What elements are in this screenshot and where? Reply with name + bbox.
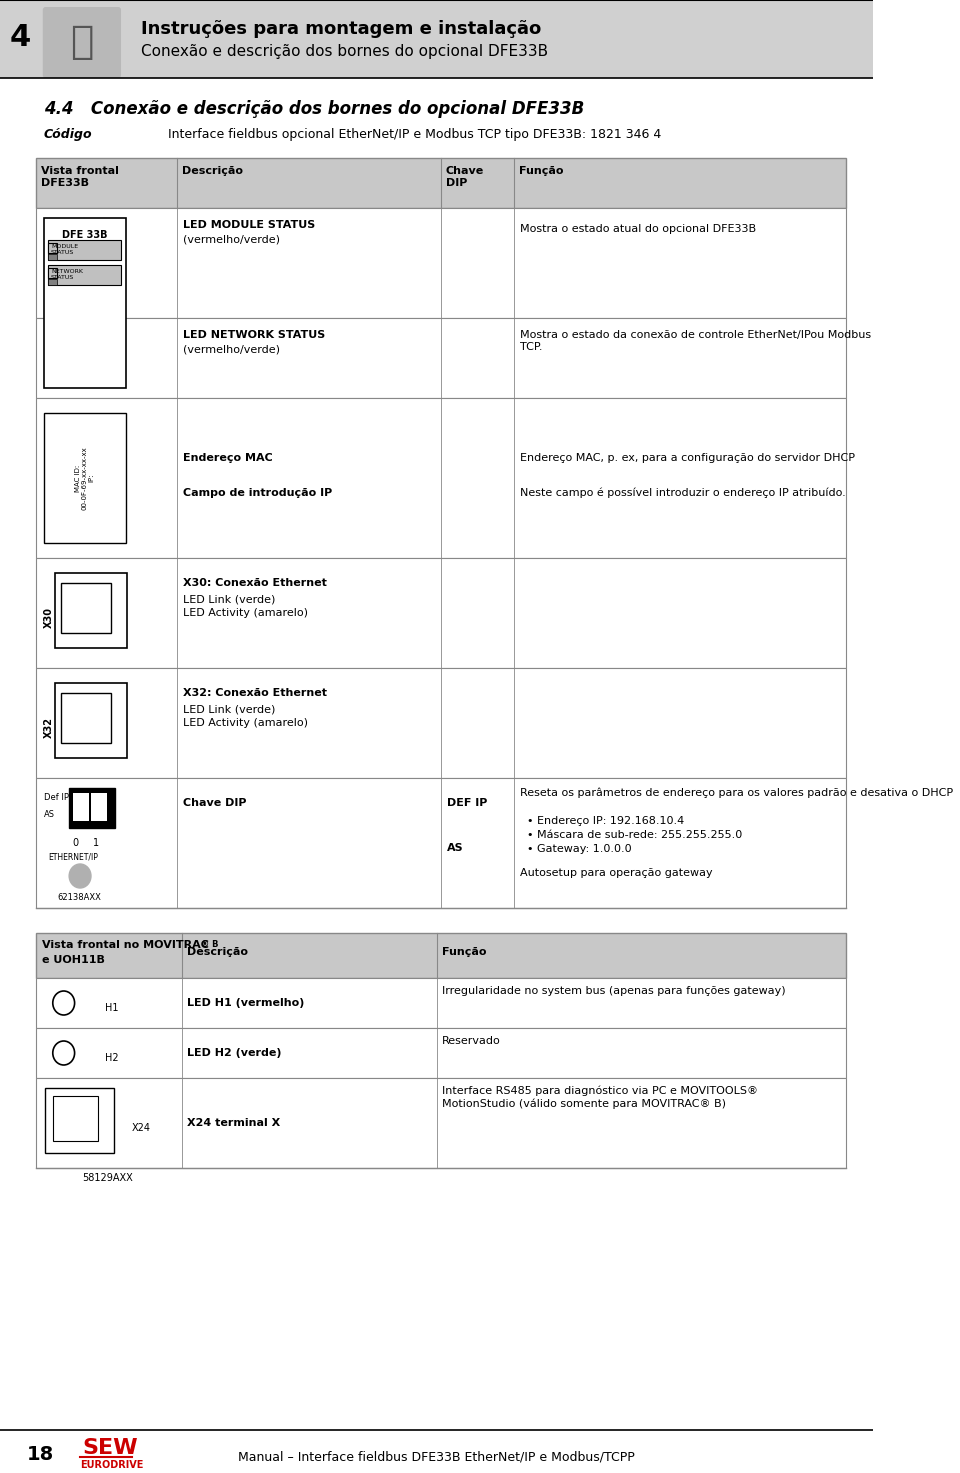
Text: X24 terminal X: X24 terminal X	[187, 1118, 280, 1128]
Text: EURODRIVE: EURODRIVE	[80, 1460, 143, 1470]
Text: Mostra o estado da conexão de controle EtherNet/IPou Modbus
TCP.: Mostra o estado da conexão de controle E…	[519, 330, 871, 352]
Text: Neste campo é possível introduzir o endereço IP atribuído.: Neste campo é possível introduzir o ende…	[519, 488, 846, 498]
Bar	[53, 1096, 98, 1142]
Text: Descrição: Descrição	[187, 947, 249, 957]
Bar	[36, 318, 846, 398]
Bar	[36, 158, 846, 208]
Text: LED Activity (amarelo): LED Activity (amarelo)	[183, 608, 308, 619]
Text: • Máscara de sub-rede: 255.255.255.0: • Máscara de sub-rede: 255.255.255.0	[527, 829, 742, 840]
Text: H1: H1	[105, 1003, 118, 1013]
Text: LED Link (verde): LED Link (verde)	[183, 594, 276, 604]
Text: Reseta os parâmetros de endereço para os valores padrão e desativa o DHCP: Reseta os parâmetros de endereço para os…	[519, 788, 952, 798]
Text: NETWORK
STATUS: NETWORK STATUS	[51, 270, 83, 280]
Bar	[48, 253, 58, 261]
Bar	[45, 1089, 113, 1153]
Text: X30: Conexão Ethernet: X30: Conexão Ethernet	[183, 577, 326, 588]
Text: ® B: ® B	[201, 940, 219, 949]
Text: LED Activity (amarelo): LED Activity (amarelo)	[183, 717, 308, 728]
Text: LED H1 (vermelho): LED H1 (vermelho)	[187, 999, 305, 1008]
Text: Irregularidade no system bus (apenas para funções gateway): Irregularidade no system bus (apenas par…	[443, 985, 786, 996]
Text: H2: H2	[105, 1053, 118, 1064]
Text: 0: 0	[72, 838, 79, 848]
Bar	[61, 583, 111, 633]
Text: 62138AXX: 62138AXX	[58, 893, 101, 901]
Text: LED Link (verde): LED Link (verde)	[183, 704, 276, 714]
Text: (vermelho/verde): (vermelho/verde)	[183, 345, 280, 354]
Text: e UOH11B: e UOH11B	[42, 955, 105, 965]
Bar	[73, 792, 89, 820]
Text: Interface RS485 para diagnóstico via PC e MOVITOOLS®
MotionStudio (válido soment: Interface RS485 para diagnóstico via PC …	[443, 1086, 758, 1109]
Text: Interface fieldbus opcional EtherNet/IP e Modbus TCP tipo DFE33B: 1821 346 4: Interface fieldbus opcional EtherNet/IP …	[168, 128, 661, 141]
Bar	[36, 667, 846, 778]
Text: Código: Código	[43, 128, 92, 141]
Text: MODULE
STATUS: MODULE STATUS	[51, 245, 78, 255]
Text: X30: X30	[43, 607, 54, 629]
Text: Descrição: Descrição	[182, 166, 243, 175]
Text: Reservado: Reservado	[443, 1036, 501, 1046]
Text: Def IP: Def IP	[43, 792, 69, 801]
Text: MAC ID:
00-0F-69-xx-xx-xx
IP:: MAC ID: 00-0F-69-xx-xx-xx IP:	[75, 446, 95, 510]
Text: AS: AS	[43, 810, 55, 819]
Bar	[61, 692, 111, 742]
Bar	[48, 278, 58, 284]
Bar	[55, 573, 128, 648]
Bar	[36, 208, 846, 318]
Text: (vermelho/verde): (vermelho/verde)	[183, 234, 280, 245]
Bar	[36, 1028, 846, 1078]
FancyBboxPatch shape	[43, 7, 121, 78]
Bar	[36, 558, 846, 667]
Text: Função: Função	[518, 166, 564, 175]
Bar	[43, 218, 126, 387]
Bar	[48, 265, 121, 284]
Bar	[48, 268, 58, 278]
Text: Vista frontal
DFE33B: Vista frontal DFE33B	[41, 166, 119, 187]
Text: • Gateway: 1.0.0.0: • Gateway: 1.0.0.0	[527, 844, 632, 854]
Text: 58129AXX: 58129AXX	[82, 1173, 132, 1183]
Text: Autosetup para operação gateway: Autosetup para operação gateway	[519, 868, 712, 878]
Text: • Endereço IP: 192.168.10.4: • Endereço IP: 192.168.10.4	[527, 816, 684, 826]
Bar	[91, 792, 108, 820]
Text: X24: X24	[132, 1122, 151, 1133]
Text: LED H2 (verde): LED H2 (verde)	[187, 1047, 282, 1058]
Text: Chave DIP: Chave DIP	[183, 798, 247, 809]
Text: Endereço MAC, p. ex, para a configuração do servidor DHCP: Endereço MAC, p. ex, para a configuração…	[519, 454, 854, 463]
Bar	[55, 683, 128, 759]
Text: LED NETWORK STATUS: LED NETWORK STATUS	[183, 330, 325, 340]
Text: Mostra o estado atual do opcional DFE33B: Mostra o estado atual do opcional DFE33B	[519, 224, 756, 234]
Circle shape	[69, 865, 91, 888]
Bar	[36, 398, 846, 558]
Text: Chave
DIP: Chave DIP	[445, 166, 484, 187]
Text: Conexão e descrição dos bornes do opcional DFE33B: Conexão e descrição dos bornes do opcion…	[141, 44, 548, 59]
Text: 🔧: 🔧	[70, 24, 93, 60]
Text: AS: AS	[446, 843, 464, 853]
Bar	[36, 778, 846, 907]
Text: SEW: SEW	[82, 1438, 137, 1458]
Bar	[69, 788, 114, 828]
Bar	[48, 243, 58, 253]
Text: Campo de introdução IP: Campo de introdução IP	[183, 488, 332, 498]
Text: Vista frontal no MOVITRAC: Vista frontal no MOVITRAC	[42, 940, 208, 950]
Text: Função: Função	[443, 947, 487, 957]
Text: DEF IP: DEF IP	[446, 798, 487, 809]
Text: 4.4   Conexão e descrição dos bornes do opcional DFE33B: 4.4 Conexão e descrição dos bornes do op…	[43, 100, 584, 118]
Text: ETHERNET/IP: ETHERNET/IP	[48, 853, 98, 862]
Bar	[43, 412, 126, 544]
Text: LED MODULE STATUS: LED MODULE STATUS	[183, 219, 315, 230]
Bar	[36, 978, 846, 1028]
Text: Endereço MAC: Endereço MAC	[183, 454, 273, 463]
Text: 1: 1	[93, 838, 100, 848]
Text: 4: 4	[10, 24, 31, 53]
Text: 18: 18	[27, 1445, 55, 1464]
Bar	[36, 1078, 846, 1168]
Text: X32: Conexão Ethernet: X32: Conexão Ethernet	[183, 688, 327, 698]
Bar	[48, 240, 121, 261]
Text: DFE 33B: DFE 33B	[61, 230, 108, 240]
Bar	[0, 0, 874, 78]
Text: Manual – Interface fieldbus DFE33B EtherNet/IP e Modbus/TCPP: Manual – Interface fieldbus DFE33B Ether…	[238, 1449, 636, 1463]
Text: Instruções para montagem e instalação: Instruções para montagem e instalação	[141, 21, 541, 38]
Bar	[36, 932, 846, 978]
Text: X32: X32	[43, 717, 54, 738]
